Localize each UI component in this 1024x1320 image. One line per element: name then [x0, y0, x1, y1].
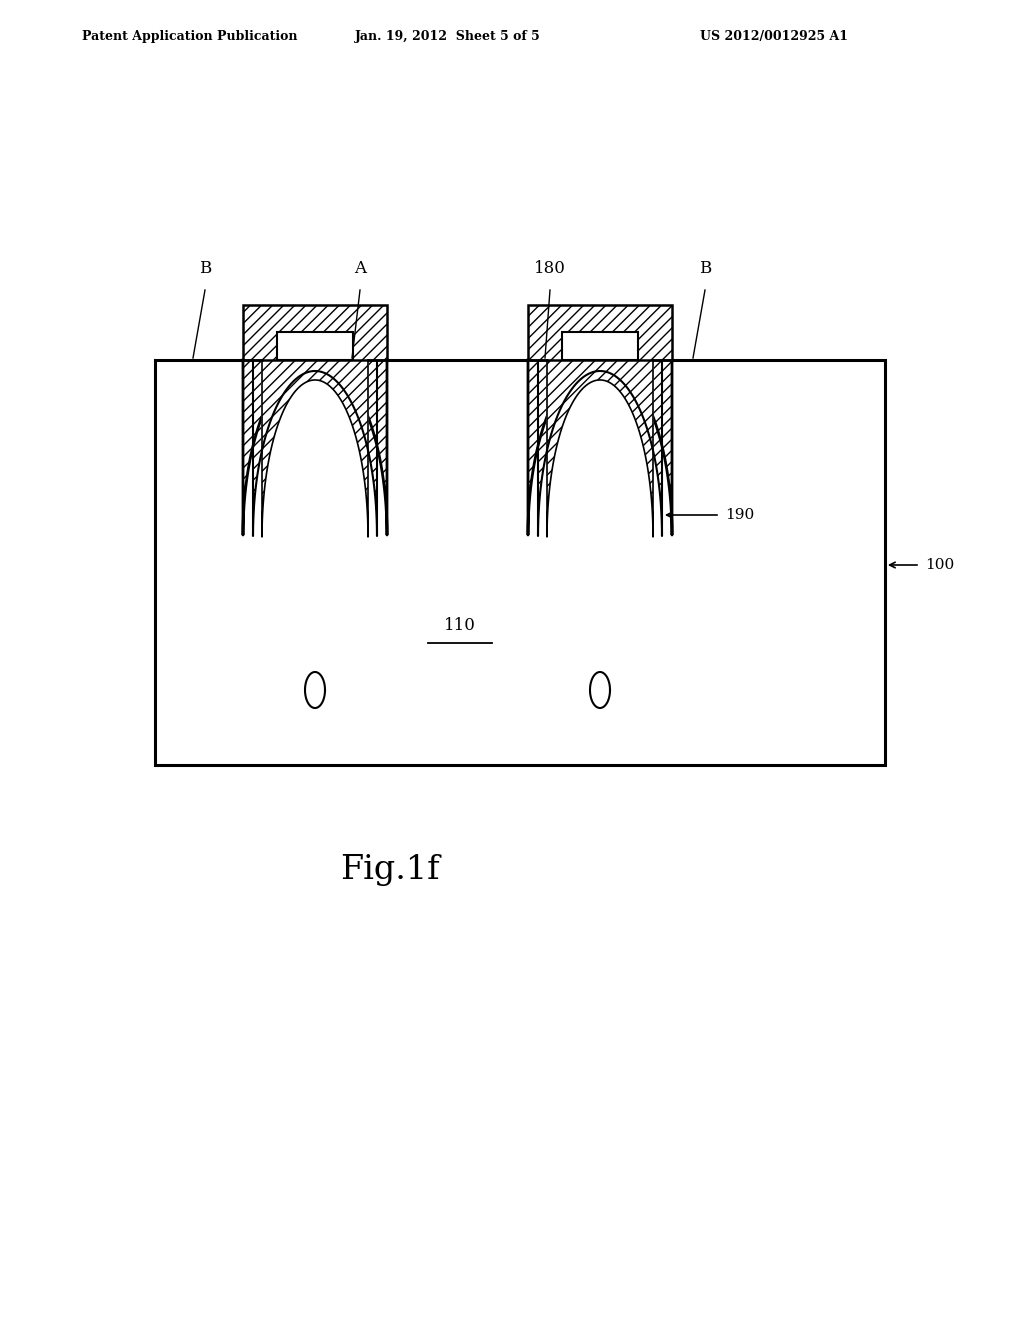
Polygon shape: [538, 360, 662, 536]
Polygon shape: [253, 360, 377, 536]
Text: A: A: [354, 260, 366, 277]
Polygon shape: [262, 360, 368, 537]
Polygon shape: [305, 672, 325, 708]
Bar: [155, 360, 885, 766]
Bar: [243, 305, 387, 360]
Bar: [278, 333, 353, 360]
Text: B: B: [199, 260, 211, 277]
Text: 180: 180: [535, 260, 566, 277]
Bar: [243, 305, 387, 360]
Polygon shape: [243, 360, 387, 535]
Polygon shape: [590, 672, 610, 708]
Polygon shape: [528, 360, 672, 535]
Text: 190: 190: [725, 508, 755, 521]
Text: 100: 100: [925, 558, 954, 572]
Text: Fig.1f: Fig.1f: [340, 854, 439, 886]
Bar: [562, 333, 638, 360]
Text: US 2012/0012925 A1: US 2012/0012925 A1: [700, 30, 848, 44]
Text: Patent Application Publication: Patent Application Publication: [82, 30, 298, 44]
Text: Jan. 19, 2012  Sheet 5 of 5: Jan. 19, 2012 Sheet 5 of 5: [355, 30, 541, 44]
Polygon shape: [547, 360, 653, 537]
Bar: [528, 305, 672, 360]
Text: B: B: [698, 260, 711, 277]
Bar: [528, 305, 672, 360]
Text: 110: 110: [444, 616, 476, 634]
